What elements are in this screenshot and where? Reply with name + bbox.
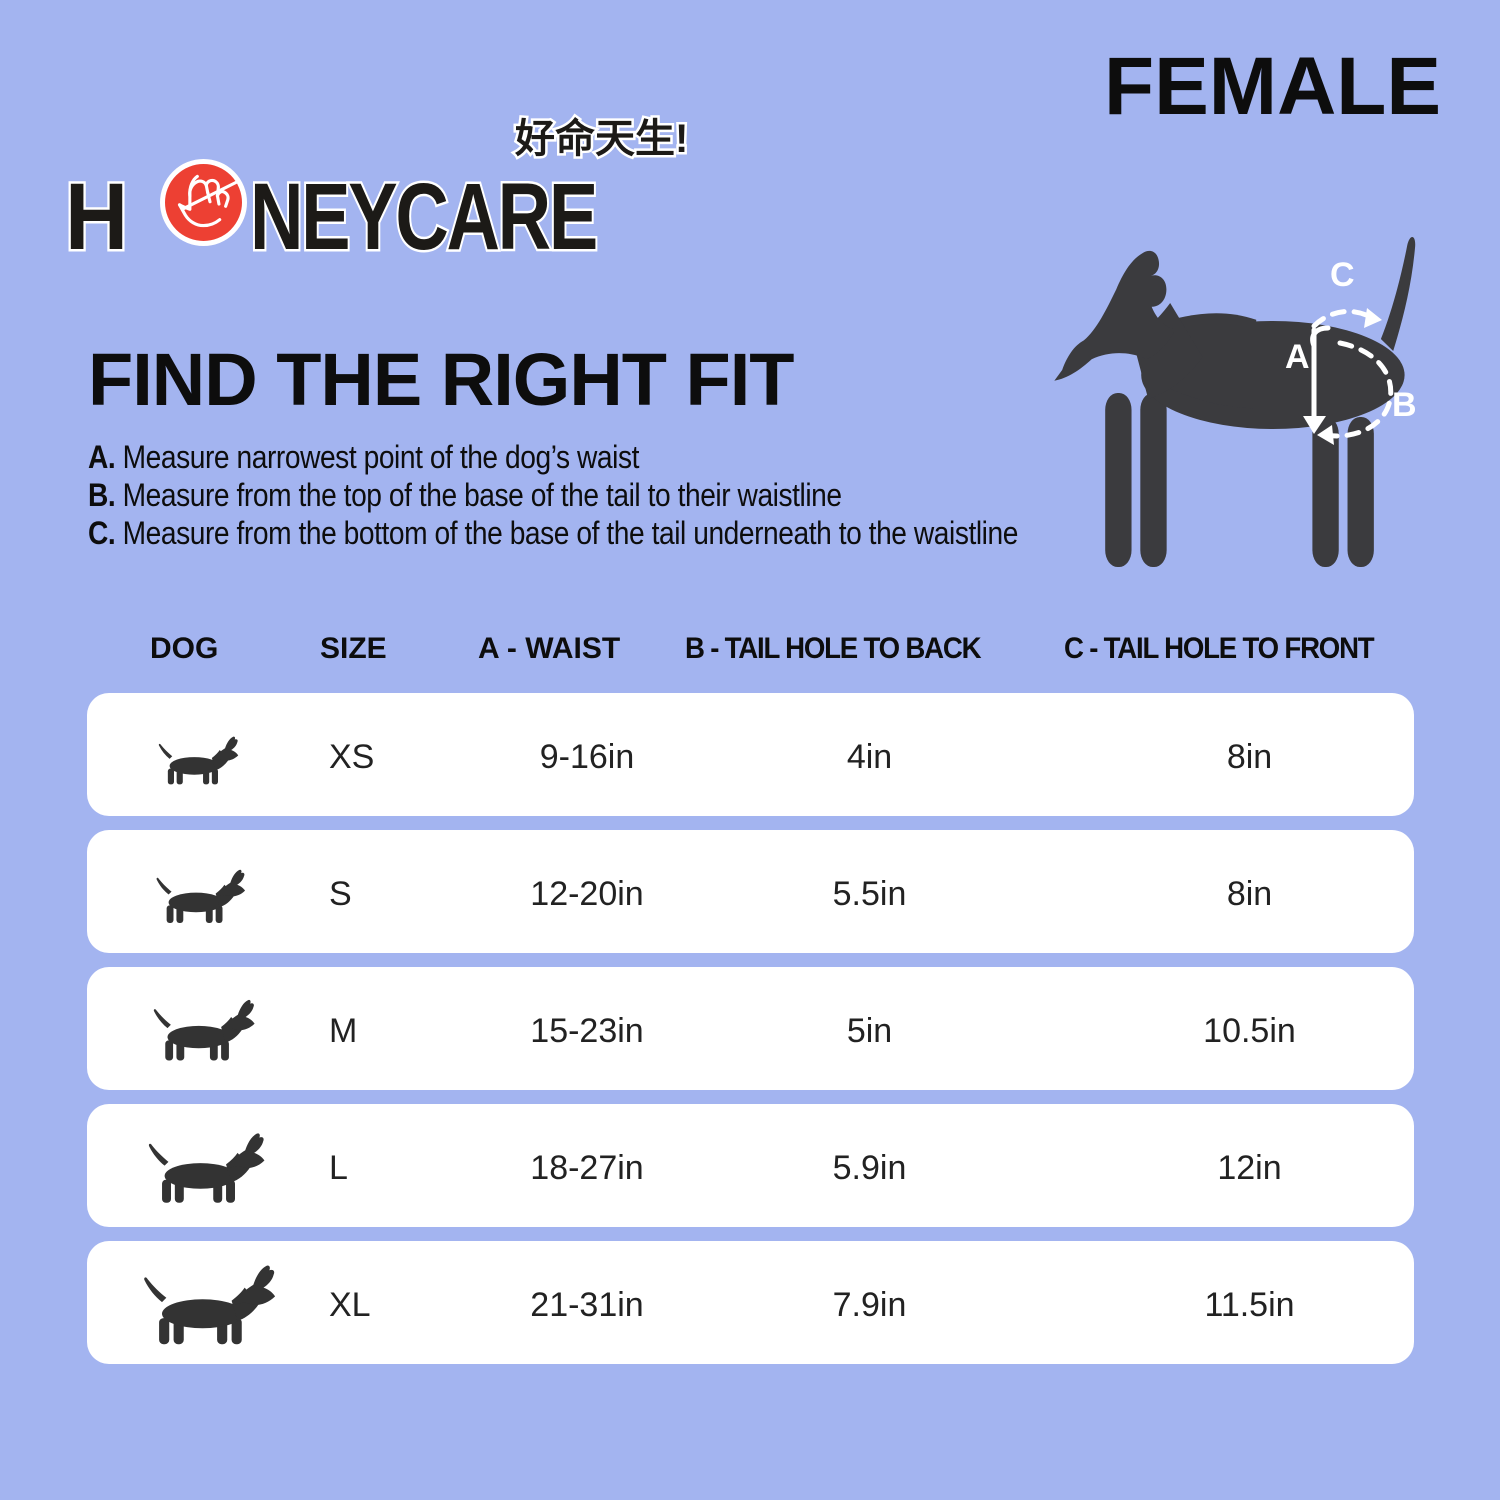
svg-text:B: B xyxy=(1392,386,1417,424)
svg-text:A: A xyxy=(1285,338,1310,376)
svg-text:C: C xyxy=(1330,256,1355,294)
